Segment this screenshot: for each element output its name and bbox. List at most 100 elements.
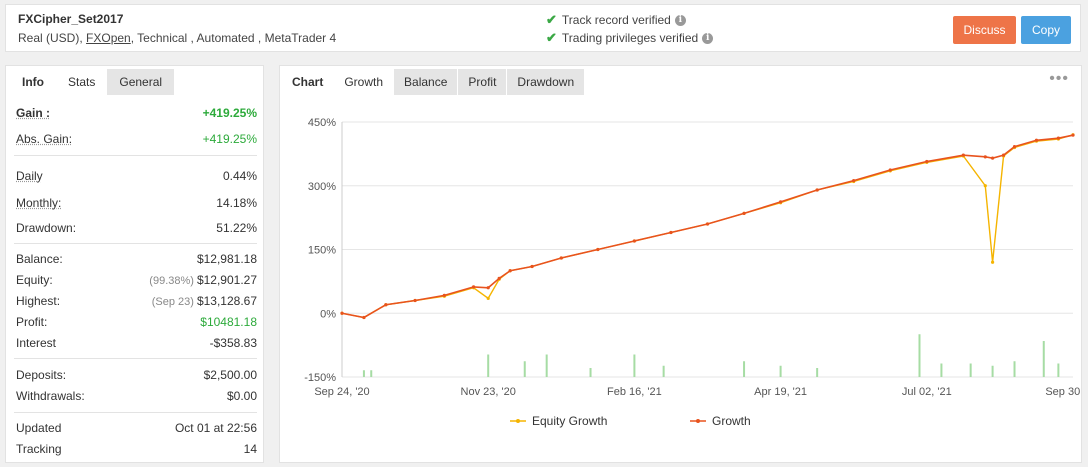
- stat-interest: Interest -$358.83: [16, 332, 257, 353]
- data-point: [362, 315, 366, 320]
- stat-equity: Equity: (99.38%) $12,901.27: [16, 269, 257, 290]
- data-point: [705, 222, 710, 226]
- y-tick-label: 150%: [308, 245, 336, 257]
- series-line: [341, 134, 1074, 319]
- stat-withdrawals: Withdrawals: $0.00: [16, 385, 257, 406]
- stat-drawdown: Drawdown: 51.22%: [16, 217, 257, 238]
- volume-bar: [743, 361, 746, 377]
- info-icon[interactable]: i: [702, 32, 714, 44]
- data-point: [1071, 133, 1075, 137]
- stat-tracking: Tracking 14: [16, 438, 257, 459]
- tab-general[interactable]: General: [107, 69, 175, 95]
- stats-panel: Info Stats General Gain : +419.25% Abs. …: [5, 65, 264, 463]
- data-point: [815, 188, 819, 192]
- system-header: FXCipher_Set2017 Real (USD), FXOpen, Tec…: [5, 4, 1081, 52]
- data-point: [1012, 145, 1017, 149]
- stat-deposits: Deposits: $2,500.00: [16, 364, 257, 385]
- data-point: [961, 153, 965, 157]
- highest-value: (Sep 23) $13,128.67: [152, 294, 257, 308]
- data-point: [486, 286, 490, 290]
- volume-bar: [940, 363, 943, 377]
- data-point: [596, 247, 600, 252]
- legend-label: Equity Growth: [532, 414, 607, 428]
- x-tick-label: Nov 23, '20: [461, 386, 516, 398]
- tab-stats[interactable]: Stats: [56, 69, 108, 95]
- drawdown-value: 51.22%: [216, 220, 257, 235]
- chart-panel: Chart Growth Balance Profit Drawdown •••…: [279, 65, 1082, 463]
- volume-bar: [1042, 341, 1045, 377]
- data-point: [1034, 138, 1039, 142]
- x-tick-label: Sep 30, '21: [1045, 386, 1081, 398]
- updated-label: Updated: [16, 420, 62, 435]
- data-point: [990, 156, 995, 160]
- more-options-icon[interactable]: •••: [1049, 70, 1069, 87]
- volume-bar: [523, 361, 526, 377]
- volume-bar: [589, 368, 592, 377]
- system-tags: , Technical , Automated , MetaTrader 4: [130, 31, 337, 45]
- tab-chart[interactable]: Chart: [282, 69, 334, 95]
- volume-bar: [1013, 361, 1016, 377]
- data-point: [384, 303, 388, 307]
- data-point: [925, 159, 929, 164]
- x-tick-label: Sep 24, '20: [314, 386, 369, 398]
- legend-marker: [516, 419, 520, 423]
- discuss-button[interactable]: Discuss: [953, 16, 1016, 44]
- legend-label: Growth: [712, 414, 751, 428]
- growth-chart: 450% 300% 150% 0% -150% Sep 24, '20 Nov 23, '2…: [304, 117, 1081, 428]
- deposits-value: $2,500.00: [203, 367, 257, 382]
- data-point: [497, 276, 501, 280]
- tab-info[interactable]: Info: [10, 69, 56, 95]
- stat-profit: Profit: $10481.18: [16, 311, 257, 332]
- divider: [14, 358, 257, 359]
- stats-tabs: Info Stats General: [6, 66, 263, 97]
- x-tick-label: Jul 02, '21: [902, 386, 952, 398]
- info-icon[interactable]: i: [674, 14, 686, 26]
- tab-growth[interactable]: Growth: [334, 69, 394, 95]
- data-point: [669, 230, 673, 235]
- data-point: [1056, 136, 1060, 140]
- stat-updated: Updated Oct 01 at 22:56: [16, 417, 257, 438]
- interest-value: -$358.83: [209, 335, 257, 350]
- equity-value: (99.38%) $12,901.27: [149, 273, 257, 287]
- gain-value: +419.25%: [202, 105, 257, 120]
- track-record-label: Track record verified: [561, 13, 671, 27]
- data-point: [888, 168, 892, 172]
- tracking-label: Tracking: [16, 441, 62, 456]
- copy-button[interactable]: Copy: [1021, 16, 1071, 44]
- divider: [14, 412, 257, 413]
- abs-gain-label[interactable]: Abs. Gain:: [16, 131, 73, 146]
- track-record-verified: ✔ Track record verified i: [546, 12, 686, 28]
- volume-bar: [662, 365, 665, 377]
- profit-value: $10481.18: [200, 314, 257, 329]
- volume-bar: [991, 365, 994, 377]
- gain-label[interactable]: Gain :: [16, 105, 51, 120]
- stat-monthly: Monthly: 14.18%: [16, 192, 257, 213]
- stat-daily: Daily 0.44%: [16, 165, 257, 186]
- data-point: [779, 200, 783, 204]
- tab-drawdown[interactable]: Drawdown: [507, 69, 585, 95]
- tab-balance[interactable]: Balance: [394, 69, 458, 95]
- stat-gain: Gain : +419.25%: [16, 102, 257, 123]
- updated-value: Oct 01 at 22:56: [174, 420, 257, 435]
- data-point: [486, 296, 490, 300]
- stat-abs-gain: Abs. Gain: +419.25%: [16, 128, 257, 149]
- check-icon: ✔: [546, 12, 557, 27]
- tab-profit[interactable]: Profit: [458, 69, 507, 95]
- withdrawals-value: $0.00: [226, 388, 257, 403]
- y-tick-label: 300%: [308, 181, 336, 193]
- chart-tabs: Chart Growth Balance Profit Drawdown: [280, 66, 1081, 97]
- balance-value: $12,981.18: [196, 251, 257, 266]
- volume-bar: [1057, 363, 1060, 377]
- y-tick-label: 0%: [320, 308, 336, 320]
- data-point: [983, 184, 987, 188]
- deposits-label: Deposits:: [16, 367, 67, 382]
- volume-bar: [969, 363, 972, 377]
- daily-label[interactable]: Daily: [16, 168, 43, 183]
- broker-link[interactable]: FXOpen: [86, 31, 131, 45]
- abs-gain-value: +419.25%: [202, 131, 257, 146]
- interest-label: Interest: [16, 335, 57, 350]
- legend-marker: [696, 419, 700, 423]
- monthly-label[interactable]: Monthly:: [16, 195, 62, 210]
- data-point: [559, 256, 563, 260]
- trading-privileges-verified: ✔ Trading privileges verified i: [546, 30, 714, 46]
